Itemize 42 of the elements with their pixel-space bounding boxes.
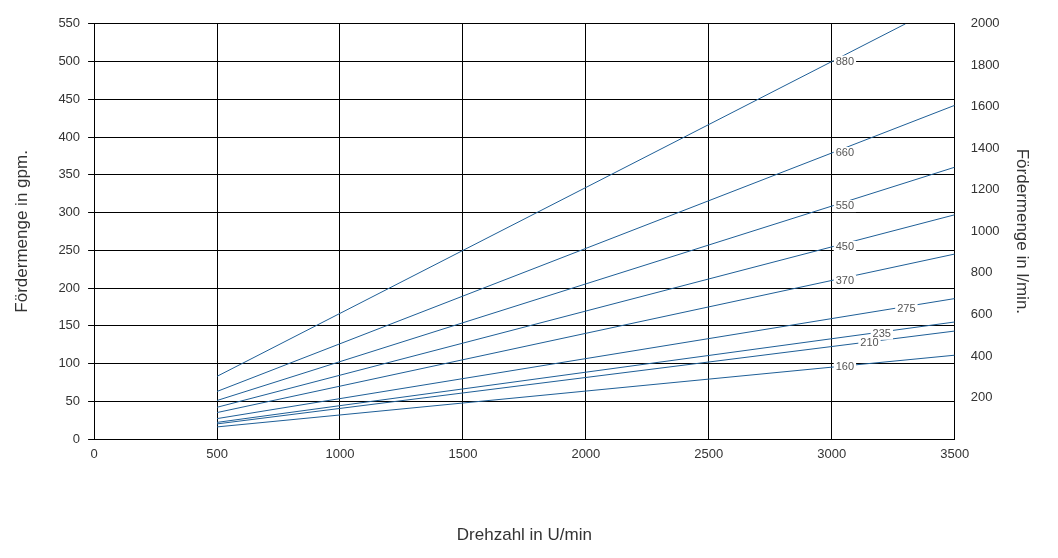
y2-tick-label: 1400: [970, 139, 1000, 155]
series-label: 275: [897, 301, 916, 314]
x-tick-label: 2000: [571, 446, 601, 462]
series-label: 450: [835, 239, 855, 252]
series-label: 210: [860, 336, 879, 349]
y-tick-label: 100: [58, 355, 81, 371]
series-label: 370: [835, 273, 855, 286]
series-label: 550: [835, 199, 855, 212]
y-tick-label: 400: [58, 128, 81, 144]
y-tick-label: 350: [58, 166, 81, 182]
y2-tick-label: 2000: [970, 15, 1000, 31]
x-tick-label: 1500: [448, 446, 478, 462]
x-tick-label: 3500: [940, 446, 970, 462]
series-label: 880: [835, 54, 855, 67]
y-tick-label: 200: [58, 279, 81, 295]
y-tick-label: 550: [58, 15, 81, 31]
x-tick-label: 500: [206, 446, 228, 462]
series-label: 160: [835, 360, 855, 373]
x-tick-label: 0: [90, 446, 98, 462]
y-tick-label: 50: [65, 392, 81, 408]
y2-tick-label: 600: [970, 306, 993, 322]
y2-tick-label: 1000: [970, 222, 1000, 238]
y-axis-title: Fördermenge in gpm.: [11, 150, 31, 313]
y2-tick-label: 800: [970, 264, 993, 280]
y2-tick-label: 400: [970, 347, 993, 363]
x-axis-title: Drehzahl in U/min: [456, 525, 592, 545]
y-tick-label: 150: [58, 317, 81, 333]
y-tick-label: 300: [58, 204, 81, 220]
x-tick-label: 2500: [694, 446, 724, 462]
y-tick-label: 250: [58, 241, 81, 257]
x-tick-label: 3000: [817, 446, 847, 462]
x-tick-label: 1000: [325, 446, 355, 462]
series-label: 660: [835, 146, 855, 159]
y2-tick-label: 200: [970, 389, 993, 405]
y2-tick-label: 1800: [970, 56, 1000, 72]
y-tick-label: 0: [72, 430, 81, 446]
y-tick-label: 500: [58, 53, 81, 69]
y-tick-label: 450: [58, 90, 81, 106]
y2-tick-label: 1200: [970, 181, 1000, 197]
y2-axis-title: Fördermenge in l/min.: [1013, 148, 1033, 315]
series-label: 235: [872, 326, 891, 339]
y2-tick-label: 1600: [970, 98, 1000, 114]
